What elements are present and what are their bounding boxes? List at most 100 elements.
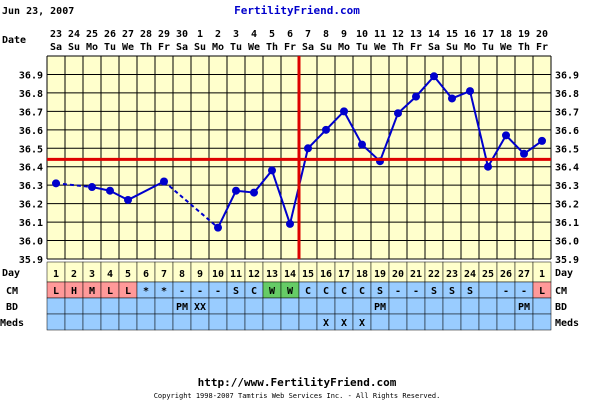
bd-cell	[532, 297, 552, 315]
weekday-tick-label: Tu	[104, 42, 116, 53]
meds-cell	[496, 313, 516, 331]
bd-value: PM	[374, 302, 386, 313]
cm-value: S	[431, 286, 437, 297]
meds-cell	[118, 313, 138, 331]
weekday-tick-label: Fr	[410, 42, 422, 53]
cm-value: -	[179, 286, 185, 297]
day-row-label-left: Day	[2, 268, 20, 279]
temp-segment	[487, 134, 507, 168]
cycle-day-label: 27	[518, 269, 530, 280]
bd-cell	[496, 297, 516, 315]
cycle-day-label: 5	[125, 269, 131, 280]
weekday-tick-label: Mo	[86, 42, 98, 53]
cm-value: C	[359, 286, 365, 297]
y-tick-label-right: 36.6	[555, 126, 579, 137]
date-tick-label: 19	[518, 29, 530, 40]
temp-point	[538, 136, 546, 145]
meds-cell	[424, 313, 444, 331]
temp-segment	[343, 110, 363, 146]
weekday-tick-label: Sa	[176, 42, 188, 53]
cycle-day-label: 12	[248, 269, 260, 280]
cycle-day-label: 10	[212, 269, 224, 280]
cycle-day-label: 26	[500, 269, 512, 280]
cycle-day-label: 7	[161, 269, 167, 280]
bd-value: PM	[176, 302, 188, 313]
meds-cell	[136, 313, 156, 331]
cm-value: -	[197, 286, 203, 297]
temp-point	[358, 140, 366, 149]
bd-cell	[388, 297, 408, 315]
date-tick-label: 18	[500, 29, 512, 40]
cycle-day-label: 23	[446, 269, 458, 280]
meds-cell	[64, 313, 84, 331]
cycle-day-label: 18	[356, 269, 368, 280]
meds-cell	[262, 313, 282, 331]
y-tick-label-left: 36.0	[19, 237, 43, 248]
cm-value: -	[521, 286, 527, 297]
cycle-day-label: 14	[284, 269, 296, 280]
date-tick-label: 9	[341, 29, 347, 40]
cycle-day-label: 15	[302, 269, 314, 280]
meds-cell	[46, 313, 66, 331]
date-tick-label: 6	[287, 29, 293, 40]
temp-point	[430, 72, 438, 81]
bd-cell	[82, 297, 102, 315]
meds-row-label-right: Meds	[555, 318, 579, 329]
meds-cell	[514, 313, 534, 331]
cycle-day-label: 22	[428, 269, 440, 280]
meds-cell	[172, 313, 192, 331]
temp-segment-dashed	[163, 180, 219, 229]
weekday-tick-label: Su	[194, 42, 206, 53]
cm-value: C	[251, 286, 257, 297]
cm-value: -	[413, 286, 419, 297]
y-tick-label-left: 36.1	[19, 218, 43, 229]
meds-cell	[82, 313, 102, 331]
cycle-day-label: 4	[107, 269, 113, 280]
date-tick-label: 5	[269, 29, 275, 40]
temp-segment	[217, 190, 237, 229]
cm-value: M	[89, 286, 95, 297]
cm-value: -	[215, 286, 221, 297]
meds-cell	[298, 313, 318, 331]
date-tick-label: 10	[356, 29, 368, 40]
temp-point	[448, 94, 456, 103]
temp-segment	[415, 75, 435, 98]
cycle-day-label: 1	[53, 269, 59, 280]
date-tick-label: 14	[428, 29, 440, 40]
temp-segment	[433, 75, 453, 100]
site-title: FertilityFriend.com	[234, 4, 360, 17]
weekday-tick-label: Su	[446, 42, 458, 53]
cm-value: H	[71, 286, 77, 297]
date-tick-label: 26	[104, 29, 116, 40]
cm-value: C	[305, 286, 311, 297]
y-tick-label-left: 36.3	[19, 181, 43, 192]
cycle-day-label: 3	[89, 269, 95, 280]
date-tick-label: 24	[68, 29, 80, 40]
cm-value: *	[161, 286, 167, 297]
temp-point	[520, 149, 528, 158]
temp-point	[214, 223, 222, 232]
temp-point	[124, 195, 132, 204]
meds-row-label-left: Meds	[0, 318, 24, 329]
cycle-day-label: 6	[143, 269, 149, 280]
temp-segment	[271, 170, 291, 225]
meds-value: X	[323, 318, 329, 329]
meds-cell	[532, 313, 552, 331]
weekday-tick-label: Sa	[428, 42, 440, 53]
meds-cell	[478, 313, 498, 331]
cm-value: C	[323, 286, 329, 297]
y-tick-label-left: 35.9	[19, 255, 43, 266]
bd-cell	[226, 297, 246, 315]
date-tick-label: 30	[176, 29, 188, 40]
y-tick-label-right: 36.8	[555, 89, 579, 100]
bd-cell	[208, 297, 228, 315]
cm-value: -	[503, 286, 509, 297]
temp-point	[88, 183, 96, 192]
date-tick-label: 12	[392, 29, 404, 40]
cm-value: L	[125, 286, 131, 297]
cycle-day-label: 24	[464, 269, 476, 280]
meds-cell	[388, 313, 408, 331]
y-tick-label-right: 36.5	[555, 144, 579, 155]
date-tick-label: 7	[305, 29, 311, 40]
